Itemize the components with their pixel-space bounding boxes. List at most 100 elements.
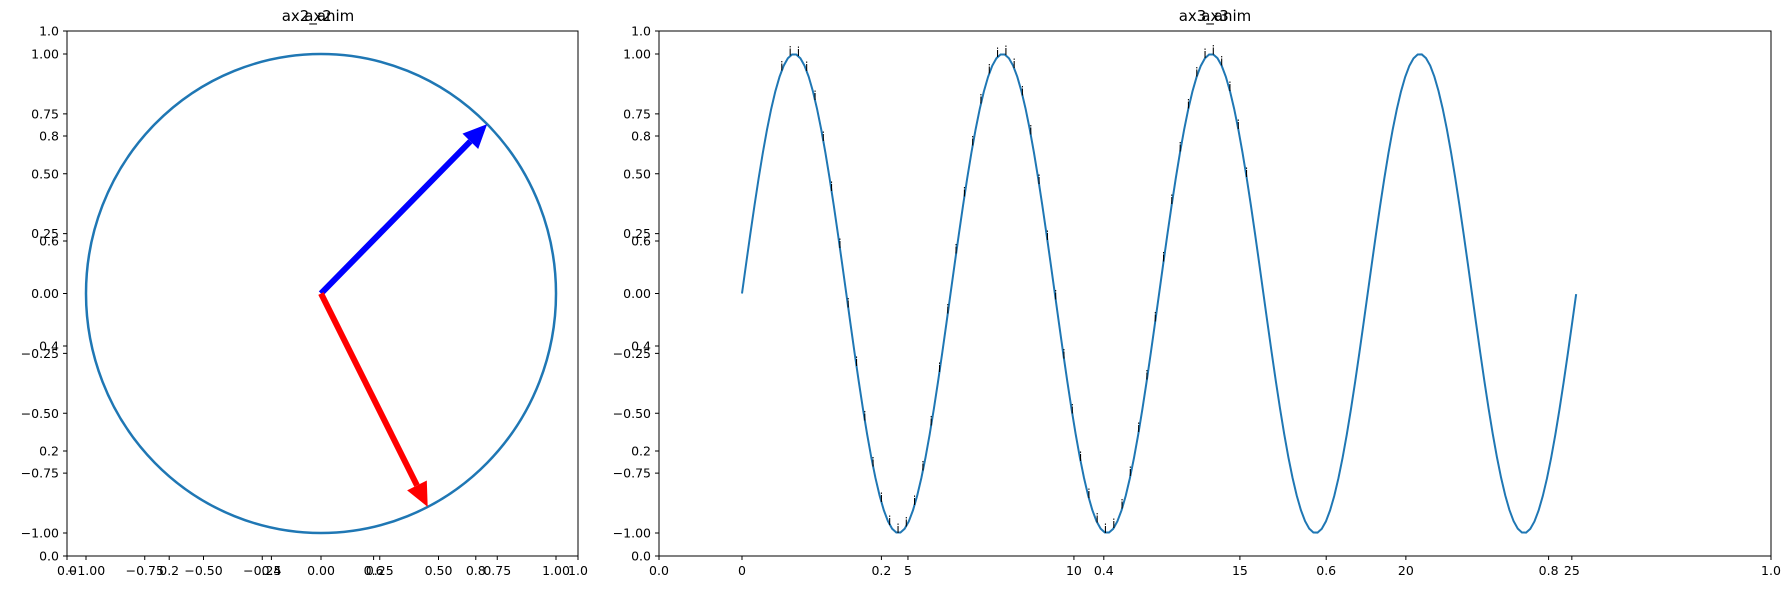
point-label: i	[1178, 141, 1181, 155]
point-label: i	[822, 130, 825, 144]
point-label: i	[888, 514, 891, 528]
point-label: i	[971, 134, 974, 148]
point-label: i	[1145, 368, 1148, 382]
left-frame-x-tick-label: 0.4	[261, 563, 281, 578]
right-frame-y-tick-label: 0.6	[631, 234, 651, 249]
point-label: i	[921, 460, 924, 474]
point-label: i	[880, 491, 883, 505]
left-x-tick-label: 0.00	[307, 563, 335, 578]
right-plot-frame	[658, 30, 1772, 557]
left-y-tick-label: −0.75	[21, 466, 59, 481]
point-label: i	[805, 60, 808, 74]
point-label: i	[1120, 498, 1123, 512]
point-label: i	[1195, 66, 1198, 80]
left-y-tick-label: 0.00	[31, 286, 59, 301]
right-frame-y-tick-label: 1.0	[631, 24, 651, 39]
point-label: i	[855, 355, 858, 369]
right-x-tick-label: 25	[1564, 563, 1580, 578]
right-y-tick-label: 0.00	[623, 286, 651, 301]
right-frame-y-tick-label: 0.0	[631, 549, 651, 564]
right-x-tick-label: 10	[1066, 563, 1082, 578]
right-frame-x-tick-label: 0.8	[1539, 563, 1559, 578]
left-frame-x-tick-label: 1.0	[568, 563, 588, 578]
point-label: i	[1087, 487, 1090, 501]
point-label: i	[1062, 348, 1065, 362]
point-label: i	[1237, 118, 1240, 132]
point-label: i	[1029, 124, 1032, 138]
left-x-tick-label: −1.00	[67, 563, 105, 578]
right-x-tick-label: 20	[1398, 563, 1414, 578]
point-label: i	[788, 45, 791, 59]
point-label: i	[797, 45, 800, 59]
right-x-tick-label: 0	[738, 563, 746, 578]
left-frame-y-tick-label: 0.2	[39, 444, 59, 459]
left-x-tick-label: 1.00	[542, 563, 570, 578]
point-label: i	[847, 296, 850, 310]
point-label: i	[930, 414, 933, 428]
point-label: i	[913, 494, 916, 508]
left-frame-y-tick-label: 1.0	[39, 24, 59, 39]
unit-circle	[84, 52, 558, 535]
right-frame-x-tick-label: 0.4	[1094, 563, 1114, 578]
point-label: i	[813, 89, 816, 103]
left-y-tick-label: 0.25	[31, 226, 59, 241]
point-label: i	[838, 237, 841, 251]
right-y-tick-label: 0.50	[623, 166, 651, 181]
point-label: i	[1112, 517, 1115, 531]
left-frame-y-tick-label: 0.6	[39, 234, 59, 249]
blue-arrow-head	[462, 124, 488, 150]
right-y-tick-label: −0.25	[613, 346, 651, 361]
point-label: i	[1129, 465, 1132, 479]
left-y-tick-label: −0.50	[21, 406, 59, 421]
left-title: ax2_anim	[282, 7, 355, 26]
point-label: i	[996, 46, 999, 60]
point-label: i	[1021, 84, 1024, 98]
left-x-tick-label: 0.25	[366, 563, 394, 578]
red-arrow-head	[407, 480, 428, 507]
left-x-tick-label: 0.75	[483, 563, 511, 578]
left-x-tick-label: −0.50	[184, 563, 222, 578]
right-frame-y-tick-label: 0.2	[631, 444, 651, 459]
right-y-tick-label: −0.50	[613, 406, 651, 421]
point-label: i	[1054, 289, 1057, 303]
point-label: i	[1104, 522, 1107, 536]
sine-series-line	[740, 53, 1578, 534]
point-label: i	[1046, 229, 1049, 243]
point-label: i	[1212, 43, 1215, 57]
right-frame-x-tick-label: 0.6	[1316, 563, 1336, 578]
left-frame-y-tick-label: 0.0	[39, 549, 59, 564]
point-label: i	[979, 92, 982, 106]
right-frame-x-tick-label: 1.0	[1761, 563, 1781, 578]
right-frame-x-tick-label: 0.0	[649, 563, 669, 578]
point-label: i	[988, 62, 991, 76]
right-y-tick-label: −1.00	[613, 526, 651, 541]
left-frame-x-tick-label: 0.2	[159, 563, 179, 578]
left-frame-x-tick-label: 0.8	[466, 563, 486, 578]
point-label: i	[1137, 421, 1140, 435]
left-frame-y-tick-label: 0.4	[39, 339, 59, 354]
left-x-tick-label: −0.75	[126, 563, 164, 578]
left-x-tick-label: −0.25	[243, 563, 281, 578]
blue-arrow-shaft	[318, 139, 473, 296]
left-frame-x-tick-label: 0.6	[364, 563, 384, 578]
point-label: i	[863, 409, 866, 423]
point-label: i	[896, 522, 899, 536]
point-label: i	[780, 59, 783, 73]
point-label: i	[1013, 57, 1016, 71]
point-label: i	[1162, 251, 1165, 265]
left-y-tick-label: −1.00	[21, 526, 59, 541]
point-label: i	[1037, 173, 1040, 187]
left-overlay-title: ax2	[304, 7, 332, 25]
point-label: i	[1071, 403, 1074, 417]
left-frame-y-tick-label: 0.8	[39, 129, 59, 144]
point-label: i	[1220, 55, 1223, 69]
point-label: i	[1203, 47, 1206, 61]
left-y-tick-label: 1.00	[31, 47, 59, 62]
left-y-tick-label: −0.25	[21, 346, 59, 361]
point-label: i	[1170, 193, 1173, 207]
point-label: i	[1154, 310, 1157, 324]
left-x-tick-label: 0.50	[425, 563, 453, 578]
point-label: i	[1095, 512, 1098, 526]
